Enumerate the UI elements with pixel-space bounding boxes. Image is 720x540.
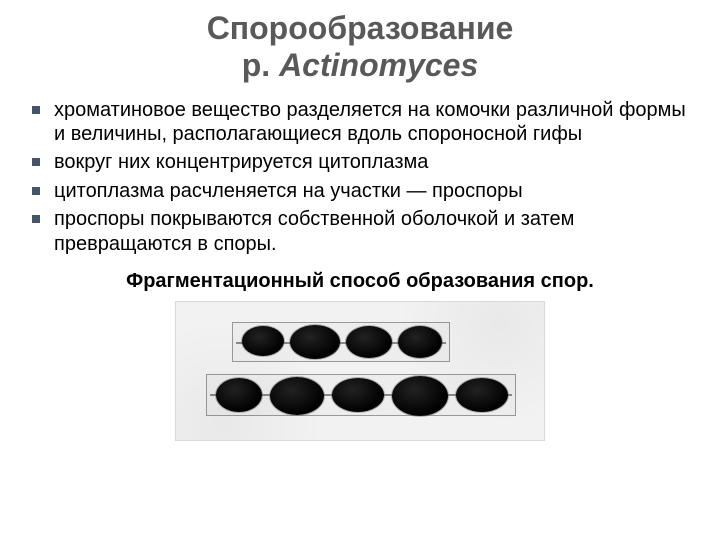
spore-icon xyxy=(332,378,384,412)
list-item: хроматиновое вещество разделяется на ком… xyxy=(30,98,692,147)
spore-icon xyxy=(346,326,392,358)
title-line2-italic: Actinomyces xyxy=(279,47,478,83)
spore-icon xyxy=(392,376,448,416)
list-item-text: хроматиновое вещество разделяется на ком… xyxy=(54,99,686,145)
spore-icon xyxy=(456,378,508,412)
title-line2: р. Actinomyces xyxy=(28,47,692,84)
list-item: проспоры покрываются собственной оболочк… xyxy=(30,207,692,256)
spore-icon xyxy=(216,378,262,412)
list-item-text: проспоры покрываются собственной оболочк… xyxy=(54,208,574,254)
title-line1: Спорообразование xyxy=(28,10,692,47)
slide-title: Спорообразование р. Actinomyces xyxy=(28,10,692,84)
hypha-row-1 xyxy=(236,342,446,344)
sheath-row-2 xyxy=(206,374,516,416)
spore-icon xyxy=(270,377,324,415)
list-item: цитоплазма расчленяется на участки — про… xyxy=(30,179,692,203)
spore-icon xyxy=(290,325,340,359)
bullet-list: хроматиновое вещество разделяется на ком… xyxy=(30,98,692,256)
list-item-text: вокруг них концентрируется цитоплазма xyxy=(54,151,428,173)
sheath-row-1 xyxy=(232,322,450,362)
figure-caption: Фрагментационный способ образования спор… xyxy=(28,270,692,293)
figure-wrap xyxy=(28,301,692,441)
title-line2-prefix: р. xyxy=(242,47,279,83)
list-item: вокруг них концентрируется цитоплазма xyxy=(30,150,692,174)
spore-icon xyxy=(398,326,442,358)
hypha-row-2 xyxy=(210,394,512,396)
spore-figure xyxy=(175,301,545,441)
spore-icon xyxy=(242,326,284,356)
list-item-text: цитоплазма расчленяется на участки — про… xyxy=(54,180,523,202)
slide-container: Спорообразование р. Actinomyces хроматин… xyxy=(0,0,720,441)
